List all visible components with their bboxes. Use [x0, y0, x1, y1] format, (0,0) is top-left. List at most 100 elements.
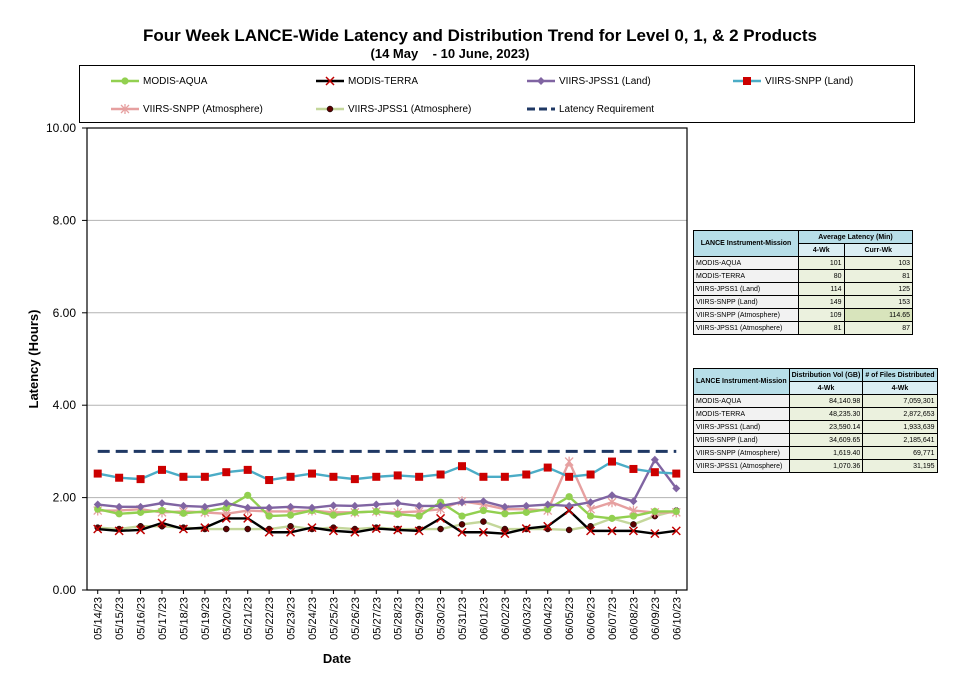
- x-tick-label: 06/03/23: [521, 597, 533, 640]
- x-tick-label: 06/06/23: [586, 597, 598, 640]
- latency-table-cell: 103: [843, 256, 914, 270]
- latency-table-cell: 125: [843, 282, 914, 296]
- latency-table-row: VIIRS-JPSS1 (Land) 114 125: [693, 282, 914, 296]
- legend-label: VIIRS-JPSS1 (Land): [559, 75, 651, 87]
- distribution-table-cell: VIIRS-SNPP (Atmosphere): [693, 446, 790, 460]
- y-axis-label: Latency (Hours): [26, 310, 41, 409]
- legend-marker: [121, 77, 129, 85]
- data-point-modis-aqua: [394, 510, 402, 518]
- distribution-table-sub-files: 4-Wk: [862, 381, 938, 395]
- chart-title: Four Week LANCE-Wide Latency and Distrib…: [143, 26, 817, 45]
- latency-table-cell: 109: [798, 308, 845, 322]
- data-point-modis-terra: [93, 524, 103, 534]
- legend-swatch: [316, 76, 344, 86]
- data-point-viirs-jpss1-land: [650, 455, 659, 464]
- latency-table-cell: MODIS-TERRA: [693, 269, 799, 283]
- latency-table-sub-4wk: 4-Wk: [798, 243, 845, 257]
- data-point-viirs-jpss1-land: [565, 501, 574, 510]
- legend-item-viirs-snpp-land: VIIRS-SNPP (Land): [732, 74, 853, 88]
- data-point-viirs-snpp-land: [393, 471, 402, 480]
- legend-label: Latency Requirement: [559, 103, 655, 115]
- legend-swatch: [733, 77, 761, 85]
- distribution-table-cell: 2,872,653: [862, 407, 938, 421]
- data-point-viirs-jpss1-land: [543, 500, 552, 509]
- data-point-modis-terra: [457, 527, 467, 537]
- data-point-modis-terra: [286, 527, 296, 537]
- data-point-modis-aqua: [415, 512, 423, 520]
- data-point-modis-aqua: [672, 507, 680, 516]
- x-tick-label: 06/04/23: [543, 597, 555, 640]
- latency-table-row: MODIS-TERRA 80 81: [693, 269, 914, 283]
- legend-item-viirs-snpp-atmosphere: VIIRS-SNPP (Atmosphere): [110, 102, 263, 116]
- latency-table-row: VIIRS-SNPP (Atmosphere) 109 114.65: [693, 308, 914, 322]
- data-point-viirs-jpss1-land: [436, 501, 445, 510]
- data-point-modis-aqua: [265, 512, 273, 520]
- data-point-modis-terra: [307, 523, 317, 533]
- y-tick-label: 10.00: [46, 121, 76, 135]
- data-point-viirs-jpss1-land: [522, 501, 531, 510]
- data-point-modis-terra: [157, 518, 167, 528]
- x-axis-label: Date: [323, 651, 351, 666]
- data-point-viirs-jpss1-land: [329, 501, 338, 510]
- data-point-viirs-snpp-land: [608, 457, 616, 466]
- data-point-modis-terra: [628, 526, 638, 536]
- data-point-viirs-jpss1-land: [93, 500, 102, 509]
- data-point-modis-aqua: [544, 505, 552, 513]
- data-point-viirs-snpp-land: [565, 472, 574, 481]
- series-viirs-snpp-land: [93, 457, 681, 485]
- x-tick-label: 05/24/23: [307, 597, 319, 640]
- x-tick-label: 06/09/23: [650, 597, 662, 640]
- distribution-table-sub-volume: 4-Wk: [788, 381, 864, 395]
- data-point-viirs-jpss1-land: [500, 502, 509, 511]
- distribution-table-cell: VIIRS-JPSS1 (Atmosphere): [693, 459, 790, 473]
- distribution-table-header-volume: Distribution Vol (GB): [788, 368, 864, 382]
- distribution-table-cell: 48,235.30: [788, 407, 864, 421]
- distribution-table-cell: 31,195: [862, 459, 938, 473]
- x-tick-label: 06/05/23: [564, 597, 576, 640]
- data-point-viirs-snpp-land: [479, 472, 488, 481]
- data-point-modis-terra: [543, 521, 553, 531]
- distribution-table-cell: 69,771: [862, 446, 938, 460]
- data-point-modis-aqua: [136, 508, 145, 516]
- latency-table-cell: 81: [798, 321, 845, 335]
- x-tick-label: 05/16/23: [136, 597, 148, 640]
- latency-table-cell: 149: [798, 295, 845, 309]
- data-point-viirs-snpp-land: [672, 469, 681, 478]
- data-point-viirs-snpp-land: [586, 470, 595, 479]
- x-tick-label: 05/30/23: [436, 597, 448, 640]
- y-tick-label: 2.00: [53, 491, 77, 505]
- latency-table-cell: VIIRS-JPSS1 (Land): [693, 282, 799, 296]
- data-point-viirs-jpss1-land: [608, 491, 616, 500]
- latency-table-cell: 114.65: [843, 308, 914, 322]
- x-tick-label: 05/23/23: [286, 597, 298, 640]
- latency-table-header-mission: LANCE Instrument-Mission: [693, 230, 799, 257]
- latency-table-cell: 101: [798, 256, 845, 270]
- x-tick-label: 05/26/23: [350, 597, 362, 640]
- data-point-modis-terra: [607, 526, 617, 536]
- data-point-viirs-jpss1-atmosphere: [501, 525, 509, 533]
- data-point-modis-aqua: [608, 514, 616, 522]
- data-point-modis-aqua: [586, 512, 595, 520]
- x-tick-label: 05/19/23: [200, 597, 212, 640]
- latency-table-cell: VIIRS-JPSS1 (Atmosphere): [693, 321, 799, 335]
- data-point-viirs-snpp-land: [415, 472, 424, 481]
- legend-item-modis-aqua: MODIS-AQUA: [110, 74, 207, 88]
- data-point-viirs-jpss1-land: [308, 503, 316, 512]
- data-point-modis-aqua: [651, 507, 659, 516]
- data-point-viirs-jpss1-land: [115, 502, 124, 511]
- data-point-viirs-snpp-atmosphere: [564, 456, 574, 467]
- data-point-viirs-jpss1-land: [200, 502, 209, 511]
- data-point-viirs-snpp-land: [350, 475, 359, 484]
- x-tick-label: 05/31/23: [457, 597, 469, 640]
- data-point-viirs-snpp-land: [522, 470, 531, 479]
- x-tick-label: 06/01/23: [478, 597, 490, 640]
- x-tick-label: 06/10/23: [671, 597, 683, 640]
- data-point-viirs-snpp-land: [500, 472, 509, 481]
- legend-swatch: [111, 104, 139, 114]
- data-point-viirs-jpss1-land: [393, 499, 402, 508]
- data-point-viirs-jpss1-land: [350, 501, 359, 510]
- series-modis-aqua: [94, 491, 680, 522]
- legend-item-latency-requirement: Latency Requirement: [526, 102, 654, 116]
- latency-table-cell: 87: [843, 321, 914, 335]
